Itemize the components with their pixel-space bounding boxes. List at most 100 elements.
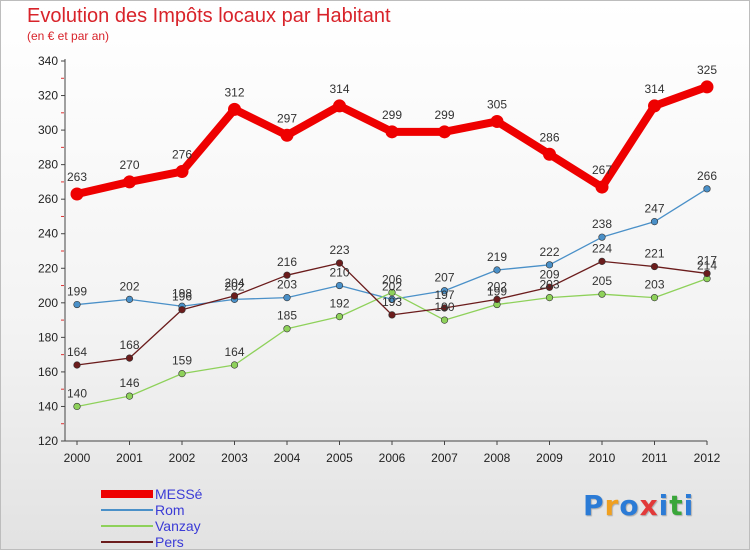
- data-point: [388, 295, 396, 303]
- data-label: 299: [382, 108, 402, 122]
- data-label: 146: [119, 376, 139, 390]
- y-tick-label: 260: [38, 192, 58, 206]
- data-point: [598, 290, 606, 298]
- logo-letter: t: [669, 489, 684, 522]
- data-label: 196: [172, 290, 192, 304]
- data-point: [595, 180, 609, 194]
- data-label: 202: [487, 279, 507, 293]
- data-point: [438, 125, 451, 139]
- x-tick-label: 2007: [431, 451, 458, 465]
- x-tick-label: 2011: [642, 451, 668, 465]
- data-point: [333, 99, 346, 113]
- logo-letter: o: [619, 489, 640, 522]
- x-tick-label: 2003: [221, 451, 248, 465]
- data-point: [598, 233, 606, 241]
- data-label: 159: [172, 354, 192, 368]
- data-point: [175, 165, 189, 179]
- data-point: [650, 262, 659, 271]
- data-point: [543, 147, 556, 161]
- y-tick-label: 340: [38, 54, 58, 68]
- y-tick-label: 240: [38, 227, 58, 241]
- x-tick-label: 2010: [589, 451, 616, 465]
- data-point: [335, 313, 344, 321]
- data-label: 202: [382, 279, 402, 293]
- data-label: 164: [224, 345, 244, 359]
- data-point: [650, 218, 659, 226]
- data-label: 314: [329, 82, 349, 96]
- data-label: 325: [697, 63, 717, 77]
- data-point: [125, 392, 134, 400]
- y-tick-label: 140: [38, 399, 58, 413]
- logo-letter: P: [583, 489, 605, 522]
- data-label: 192: [329, 297, 349, 311]
- data-point: [228, 102, 241, 116]
- data-point: [490, 114, 504, 128]
- x-tick-label: 2000: [64, 451, 91, 465]
- x-tick-label: 2004: [274, 451, 301, 465]
- data-point: [648, 99, 661, 113]
- data-label: 314: [644, 82, 664, 96]
- legend-swatch: [101, 490, 153, 498]
- data-point: [73, 300, 81, 309]
- x-tick-label: 2009: [536, 451, 563, 465]
- data-point: [335, 281, 344, 290]
- series-line-messé: [73, 82, 711, 198]
- data-label: 140: [67, 386, 87, 400]
- data-label: 185: [277, 309, 297, 323]
- data-label: 222: [539, 245, 559, 259]
- data-label: 297: [277, 111, 297, 125]
- data-point: [283, 294, 291, 302]
- y-tick-label: 220: [38, 261, 58, 275]
- y-tick-label: 320: [38, 89, 58, 103]
- y-tick-label: 280: [38, 158, 58, 172]
- data-label: 168: [119, 338, 139, 352]
- legend-swatch: [101, 525, 153, 527]
- data-point: [545, 283, 554, 291]
- data-label: 210: [329, 266, 349, 280]
- data-label: 224: [592, 241, 612, 255]
- legend-label: MESSé: [155, 486, 203, 502]
- y-tick-label: 160: [38, 365, 58, 379]
- data-label: 197: [434, 288, 454, 302]
- data-point: [545, 261, 554, 269]
- data-point: [280, 128, 294, 142]
- data-point: [73, 402, 81, 411]
- data-point: [283, 325, 291, 333]
- data-point: [230, 292, 239, 300]
- data-point: [703, 185, 711, 193]
- data-label: 204: [224, 276, 244, 290]
- data-point: [125, 354, 134, 362]
- data-point: [493, 266, 501, 274]
- data-point: [700, 80, 714, 94]
- data-label: 202: [119, 279, 139, 293]
- logo-letter: x: [639, 489, 659, 522]
- data-label: 164: [67, 345, 87, 359]
- data-label: 198: [172, 286, 192, 300]
- x-tick-label: 2002: [169, 451, 196, 465]
- x-tick-label: 2006: [379, 451, 406, 465]
- legend-label: Rom: [155, 502, 185, 518]
- legend-label: Vanzay: [155, 518, 201, 534]
- data-point: [440, 316, 449, 324]
- data-point: [178, 370, 186, 378]
- x-tick-label: 2008: [484, 451, 511, 465]
- data-label: 205: [592, 274, 612, 288]
- data-label: 207: [434, 271, 454, 285]
- data-label: 247: [644, 202, 664, 216]
- data-point: [283, 271, 291, 279]
- data-label: 216: [277, 255, 297, 269]
- chart-subtitle: (en € et par an): [27, 29, 110, 43]
- data-point: [440, 287, 449, 295]
- legend-label: Pers: [155, 534, 184, 550]
- data-label: 217: [697, 253, 717, 267]
- data-point: [70, 187, 84, 201]
- data-label: 312: [224, 85, 244, 99]
- data-label: 238: [592, 217, 612, 231]
- data-label: 199: [67, 285, 87, 299]
- data-label: 267: [592, 163, 612, 177]
- data-point: [123, 175, 136, 189]
- y-tick-label: 200: [38, 296, 58, 310]
- data-label: 286: [539, 130, 559, 144]
